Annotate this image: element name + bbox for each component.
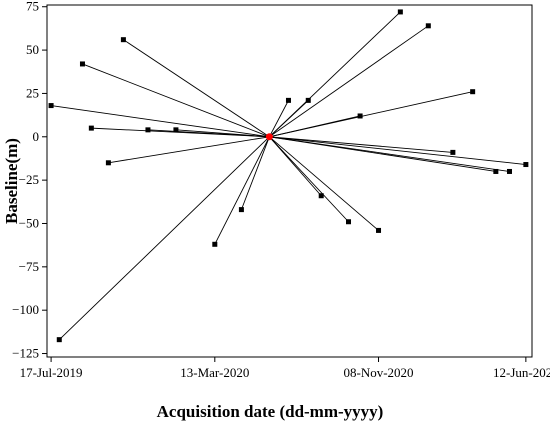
y-tick-label: 0: [33, 129, 40, 144]
connection-line: [82, 63, 270, 138]
acquisition-point: [79, 61, 85, 67]
x-tick-label: 13-Mar-2020: [180, 365, 249, 380]
acquisition-point: [470, 89, 476, 95]
y-tick-label: −125: [12, 346, 39, 361]
acquisition-point: [450, 149, 456, 155]
connection-line: [58, 136, 270, 340]
connection-line: [175, 129, 270, 138]
connection-line: [269, 91, 473, 138]
connection-line: [214, 136, 270, 245]
acquisition-point: [145, 127, 151, 133]
connection-line: [269, 25, 429, 138]
connection-line: [269, 136, 349, 223]
x-tick-label: 12-Jun-2021: [493, 365, 550, 380]
connection-line: [123, 39, 270, 138]
y-axis-ticks: 75 50 25 0 −25 −50 −75 −100 −125: [12, 0, 47, 361]
acquisition-point: [318, 193, 324, 199]
acquisition-point: [523, 162, 529, 168]
connection-line: [108, 136, 270, 164]
y-tick-label: −75: [19, 259, 39, 274]
acquisition-points: [48, 9, 529, 343]
x-tick-label: 17-Jul-2019: [20, 365, 83, 380]
acquisition-point: [120, 37, 126, 43]
connection-lines: [51, 11, 526, 340]
connection-line: [269, 136, 379, 231]
acquisition-point: [506, 168, 512, 174]
acquisition-point: [48, 103, 54, 109]
plot-frame: [46, 4, 533, 358]
x-axis-ticks: 17-Jul-2019 13-Mar-2020 08-Nov-2020 12-Jun-…: [20, 357, 550, 380]
acquisition-point: [346, 219, 352, 225]
acquisition-point: [212, 241, 218, 247]
y-tick-label: 25: [26, 85, 39, 100]
acquisition-point: [105, 160, 111, 166]
connection-line: [269, 11, 401, 138]
acquisition-point: [88, 125, 94, 131]
y-tick-label: −25: [19, 172, 39, 187]
connection-line: [268, 100, 289, 137]
connection-line: [269, 136, 453, 153]
connection-line: [51, 105, 270, 138]
connection-line: [240, 136, 270, 210]
y-axis-title: Baseline(m): [2, 138, 21, 224]
acquisition-point: [357, 113, 363, 119]
connection-line: [269, 136, 526, 165]
acquisition-point: [285, 97, 291, 103]
x-axis-title: Acquisition date (dd-mm-yyyy): [157, 402, 384, 421]
acquisition-point: [305, 97, 311, 103]
y-tick-label: 50: [26, 42, 39, 57]
connection-line: [269, 136, 510, 172]
acquisition-point: [493, 168, 499, 174]
acquisition-point: [397, 9, 403, 15]
master-point: [265, 133, 273, 141]
acquisition-point: [56, 337, 62, 343]
acquisition-point: [376, 227, 382, 233]
acquisition-point: [425, 23, 431, 29]
x-tick-label: 08-Nov-2020: [343, 365, 413, 380]
acquisition-point: [173, 127, 179, 133]
acquisition-point: [238, 207, 244, 213]
y-tick-label: −50: [19, 215, 39, 230]
y-tick-label: 75: [26, 0, 39, 14]
y-tick-label: −100: [12, 302, 39, 317]
